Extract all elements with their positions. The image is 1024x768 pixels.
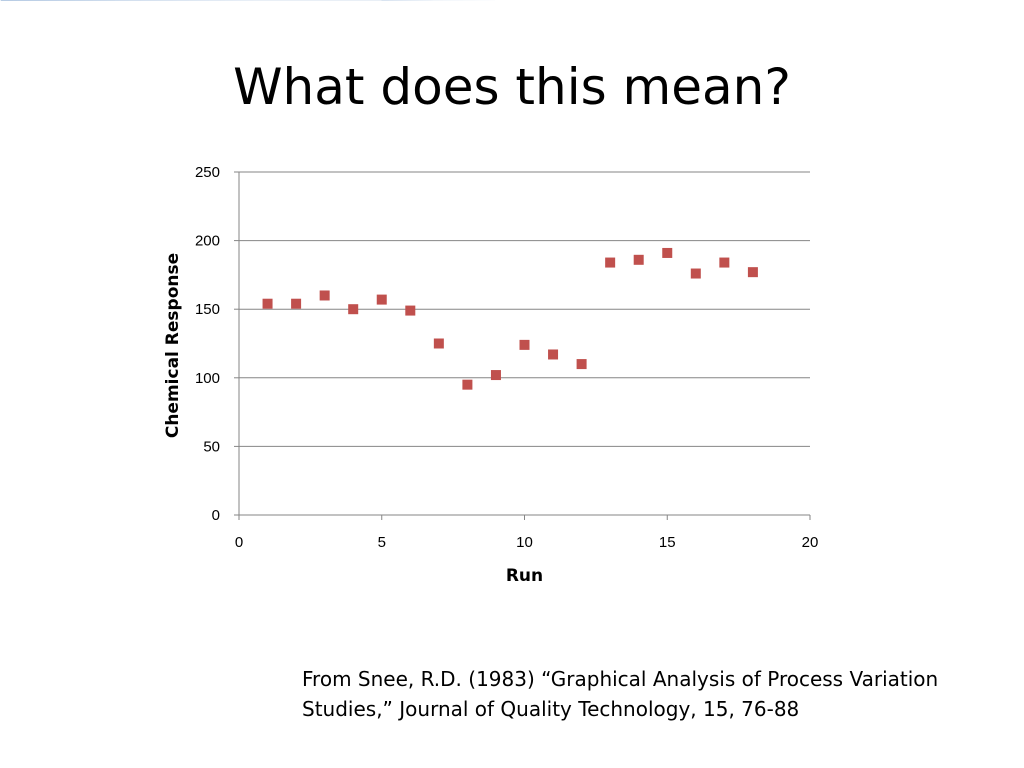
- series-1-diamond-point: [0, 0, 582, 1]
- series-2-square-point: [662, 247, 673, 258]
- series-1-diamond-point: [0, 0, 554, 1]
- y-tick-label: 100: [195, 370, 220, 387]
- series-2-square-point: [319, 290, 330, 301]
- y-tick-label: 250: [195, 164, 220, 181]
- series-2-square-point: [747, 267, 758, 278]
- x-axis-label: Run: [506, 566, 543, 586]
- series-2-square-point: [348, 304, 359, 315]
- slide-title: What does this mean?: [233, 58, 791, 116]
- series-2-square-point: [262, 298, 273, 309]
- series-2-square-point: [605, 257, 616, 268]
- grid-lines: [239, 171, 810, 447]
- y-tick-label: 200: [195, 233, 220, 250]
- x-tick-label: 10: [516, 534, 533, 551]
- series-2-square-point: [490, 370, 501, 381]
- series-2-square-point: [576, 359, 587, 370]
- y-tick-label: 150: [195, 301, 220, 318]
- series-2-square-point: [719, 257, 730, 268]
- y-tick-label: 0: [212, 507, 220, 524]
- y-axis-label: Chemical Response: [163, 253, 183, 438]
- data-points: [0, 0, 758, 390]
- series-2-square-point: [291, 298, 302, 309]
- series-1-diamond-point: [0, 0, 639, 1]
- x-tick-label: 5: [378, 534, 386, 551]
- series-1-diamond-point: [0, 0, 725, 1]
- tick-labels: 0 50 100 150 200 250 0 5 10 15 20: [195, 164, 818, 551]
- series-2-square-point: [405, 305, 416, 316]
- series-2-square-point: [633, 254, 644, 265]
- series-1-diamond-point: [0, 0, 696, 1]
- axes: [234, 171, 811, 520]
- series-2-square-point: [519, 339, 530, 350]
- series-2-square-point: [548, 349, 559, 360]
- y-tick-label: 50: [203, 438, 220, 455]
- series-1-diamond-point: [0, 0, 753, 1]
- citation-text: From Snee, R.D. (1983) “Graphical Analys…: [302, 667, 939, 721]
- series-1-diamond-point: [0, 0, 525, 1]
- series-2-square-point: [433, 338, 444, 349]
- x-tick-label: 15: [659, 534, 676, 551]
- series-2-square-point: [376, 294, 387, 305]
- x-tick-label: 0: [235, 534, 243, 551]
- series-1-diamond-point: [0, 0, 668, 1]
- x-tick-label: 20: [802, 534, 819, 551]
- series-2-square-point: [462, 379, 473, 390]
- series-1-diamond-point: [0, 0, 496, 1]
- series-1-diamond-point: [0, 0, 611, 1]
- series-2-square-point: [690, 268, 701, 279]
